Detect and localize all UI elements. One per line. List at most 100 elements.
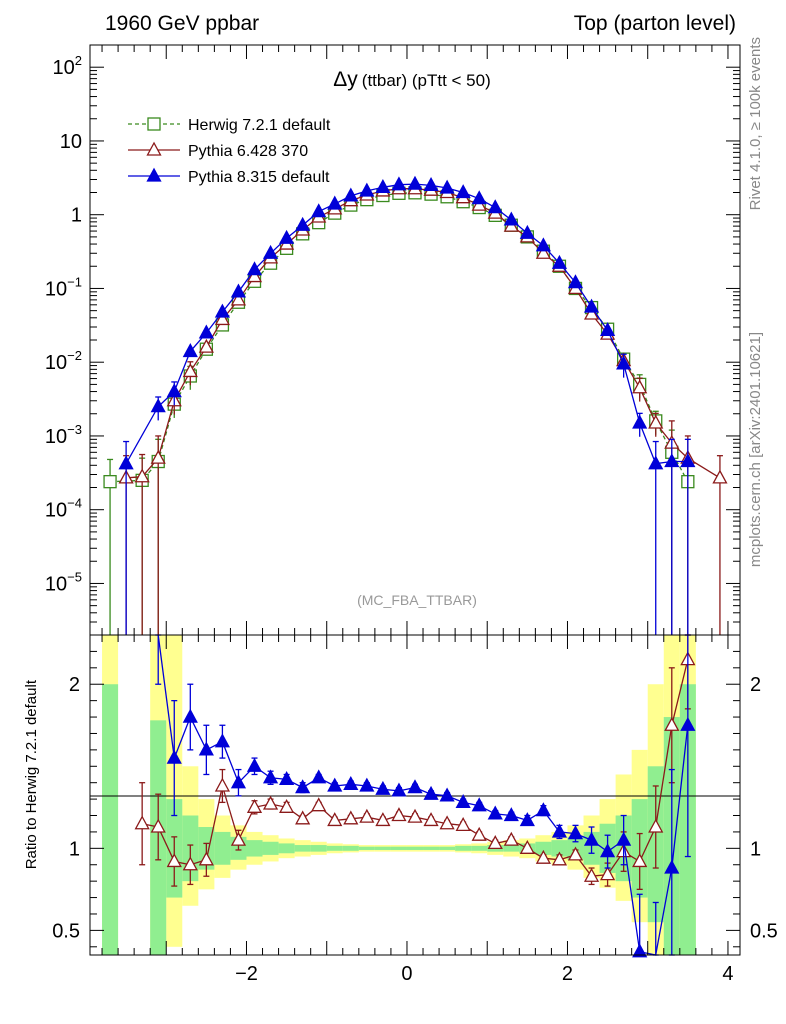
point-pythia8 [648, 455, 664, 470]
point-pythia8 [150, 398, 166, 413]
rivet-label: Rivet 4.1.0, ≥ 100k events [747, 37, 764, 210]
x-tick-label: 2 [562, 963, 573, 985]
point-pythia6 [134, 468, 150, 483]
point-pythia8 [295, 216, 311, 231]
legend: Herwig 7.2.1 default Pythia 6.428 370 Pyth… [128, 117, 331, 186]
ratio-point-pythia8 [198, 741, 214, 756]
ratio-point-pythia8 [214, 733, 230, 748]
ratio-y-tick-label: 0.5 [52, 920, 80, 942]
ratio-point-pythia8 [279, 771, 295, 786]
ratio-point-pythia6 [503, 831, 519, 846]
ratio-band-inner [310, 845, 327, 852]
ratio-point-pythia6 [519, 839, 535, 854]
ratio-point-pythia6 [279, 798, 295, 813]
ratio-band-inner [262, 841, 279, 855]
ratio-y-tick-label: 1 [69, 838, 80, 860]
ratio-point-pythia8 [487, 805, 503, 820]
ratio-point-pythia6 [439, 815, 455, 830]
point-pythia8 [471, 190, 487, 205]
legend-marker-pythia8 [146, 167, 162, 182]
ratio-point-pythia6 [311, 797, 327, 812]
ratio-point-pythia8 [407, 779, 423, 794]
ratio-point-pythia6 [600, 866, 616, 881]
ratio-plot-frame [89, 634, 741, 956]
legend-label-pythia6: Pythia 6.428 370 [188, 143, 308, 160]
ratio-point-pythia8 [327, 777, 343, 792]
ratio-point-pythia8 [311, 769, 327, 784]
point-pythia6 [632, 379, 648, 394]
ratio-band-inner [278, 843, 295, 854]
ratio-point-pythia8 [535, 802, 551, 817]
ratio-point-pythia6 [359, 808, 375, 823]
ratio-band-inner [503, 845, 520, 852]
ratio-band-inner [423, 846, 440, 850]
point-pythia8 [246, 261, 263, 276]
point-pythia8 [503, 211, 519, 226]
point-pythia6 [583, 305, 600, 320]
point-pythia6 [182, 363, 198, 378]
ratio-panel: 0.5 0.5 1 1 2 2 −2 0 2 4 Ratio to Herwig 7.2.1 de… [23, 634, 778, 985]
tick-exponent: −1 [67, 274, 82, 289]
point-pythia8 [327, 195, 343, 210]
tick-base: 10 [45, 426, 67, 448]
plot-title-symbol: Δy [333, 68, 358, 91]
point-pythia8 [375, 178, 391, 193]
ratio-band-inner [358, 846, 375, 850]
legend-marker-herwig [147, 117, 161, 131]
ratio-point-pythia8 [295, 779, 311, 794]
point-pythia8 [535, 237, 551, 252]
ratio-band-inner [390, 846, 407, 850]
point-pythia8 [262, 244, 279, 259]
ratio-point-pythia8 [455, 794, 471, 809]
ratio-band-inner [326, 845, 343, 851]
ratio-y-tick-label-right: 2 [750, 674, 761, 696]
point-pythia6 [198, 338, 214, 353]
ratio-point-pythia6 [327, 812, 343, 827]
ratio-point-pythia8 [664, 859, 680, 874]
plot-title-text: (ttbar) (pTtt < 50) [362, 71, 491, 90]
plot-title: Δy (ttbar) (pTtt < 50) [333, 68, 490, 91]
main-y-tick-label: 10−3 [45, 422, 82, 448]
series-pythia8 [118, 175, 696, 635]
legend-label-herwig: Herwig 7.2.1 default [188, 117, 331, 134]
main-y-tick-label: 10−5 [45, 569, 82, 595]
point-pythia8 [487, 199, 503, 214]
point-pythia8 [391, 176, 407, 191]
ratio-series-pythia6 [134, 634, 696, 891]
ratio-y-tick-label-right: 0.5 [750, 920, 778, 942]
ratio-band-inner [294, 845, 311, 852]
series-line-pythia6 [126, 188, 721, 479]
ratio-point-pythia6 [648, 818, 664, 833]
ratio-point-pythia6 [551, 851, 568, 866]
point-pythia8 [118, 455, 134, 470]
point-pythia8 [551, 254, 568, 269]
main-y-tick-label: 10 [60, 131, 82, 153]
ratio-point-pythia6 [535, 849, 551, 864]
ratio-point-pythia6 [487, 835, 503, 850]
tick-exponent: −5 [67, 569, 82, 584]
ratio-band-inner [102, 684, 119, 955]
tick-exponent: 2 [75, 53, 82, 68]
point-pythia8 [214, 303, 230, 318]
ratio-point-pythia6 [567, 846, 584, 861]
ratio-point-pythia8 [551, 823, 568, 838]
ratio-point-pythia8 [230, 774, 247, 789]
ratio-point-pythia6 [182, 856, 198, 871]
tick-base: 10 [45, 573, 67, 595]
ratio-point-pythia6 [583, 867, 600, 882]
point-pythia8 [359, 182, 375, 197]
tick-base: 10 [45, 352, 67, 374]
ratio-point-pythia6 [246, 798, 263, 813]
ratio-series-pythia8 [155, 634, 696, 958]
ratio-point-pythia6 [150, 818, 166, 833]
ratio-point-pythia6 [664, 716, 680, 731]
point-pythia8 [680, 453, 696, 468]
ratio-point-pythia8 [375, 780, 391, 795]
ratio-point-pythia8 [632, 943, 648, 958]
point-pythia8 [198, 324, 214, 339]
watermark: (MC_FBA_TTBAR) [357, 592, 477, 608]
point-pythia6 [712, 469, 728, 484]
ratio-point-pythia6 [198, 851, 214, 866]
point-pythia6 [246, 268, 263, 283]
ratio-point-pythia6 [455, 816, 471, 832]
